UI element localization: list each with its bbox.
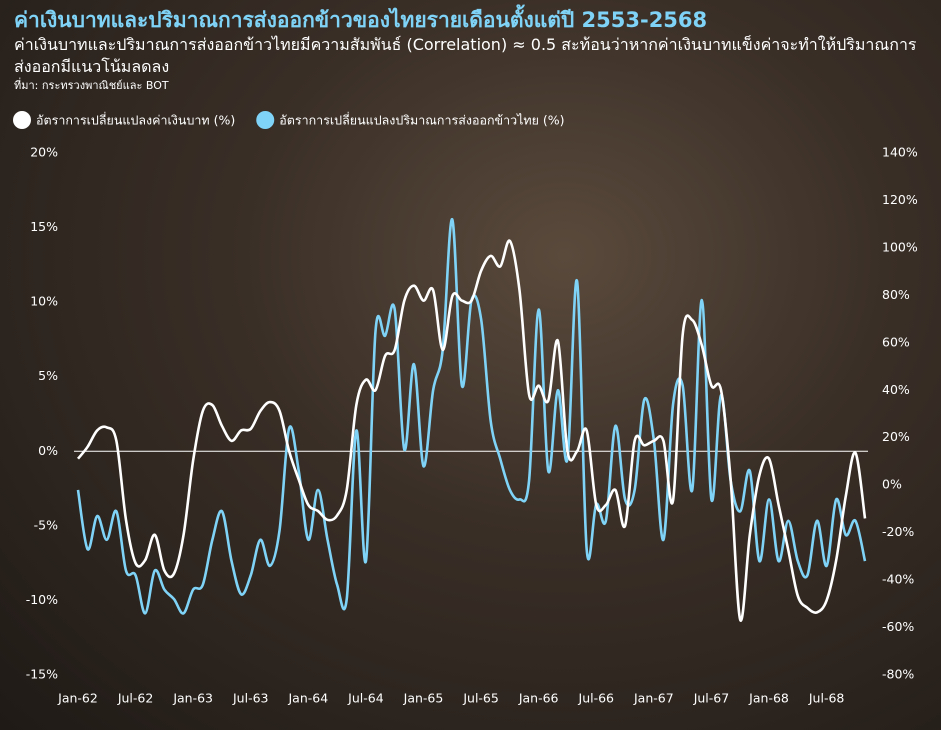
series-line	[76, 239, 867, 622]
y2-tick-label: 60%	[882, 334, 910, 349]
y2-tick-label: -80%	[882, 667, 914, 682]
legend-marker	[13, 111, 31, 129]
y-tick-label: -10%	[26, 592, 58, 607]
y2-tick-label: 120%	[882, 192, 918, 207]
y-tick-label: 0%	[38, 443, 58, 458]
x-tick-label: Jan-64	[287, 691, 328, 706]
x-tick-label: Jan-68	[748, 691, 789, 706]
x-tick-label: Jan-67	[633, 691, 674, 706]
header: ค่าเงินบาทและปริมาณการส่งออกข้าวของไทยรา…	[14, 6, 934, 94]
chart-title: ค่าเงินบาทและปริมาณการส่งออกข้าวของไทยรา…	[14, 8, 708, 32]
x-tick-label: Jul-68	[808, 691, 845, 706]
y2-tick-label: -20%	[882, 524, 914, 539]
x-tick-label: Jul-66	[578, 691, 615, 706]
y-tick-label: 10%	[30, 294, 58, 309]
y-tick-label: 20%	[30, 145, 58, 160]
x-tick-label: Jan-66	[518, 691, 559, 706]
x-tick-label: Jan-65	[403, 691, 444, 706]
x-tick-label: Jul-63	[232, 691, 269, 706]
legend-label: อัตราการเปลี่ยนแปลงปริมาณการส่งออกข้าวไท…	[279, 112, 564, 128]
x-tick-label: Jul-62	[117, 691, 154, 706]
legend-marker	[256, 111, 275, 129]
source: ที่มา: กระทรวงพาณิชย์และ BOT	[14, 79, 169, 92]
y2-tick-label: -60%	[882, 619, 914, 634]
y2-tick-label: -40%	[882, 572, 914, 587]
y-tick-label: 15%	[30, 219, 58, 234]
y2-tick-label: 80%	[882, 287, 910, 302]
x-tick-label: Jan-62	[57, 691, 98, 706]
x-tick-label: Jul-64	[347, 691, 384, 706]
chart-subtitle: ค่าเงินบาทและปริมาณการส่งออกข้าวไทยมีควา…	[14, 35, 917, 76]
x-tick-label: Jul-67	[693, 691, 730, 706]
y2-tick-label: 20%	[882, 429, 910, 444]
y-tick-label: 5%	[38, 368, 58, 383]
y-tick-label: -5%	[34, 517, 58, 532]
y-tick-label: -15%	[26, 667, 58, 682]
y2-tick-label: 100%	[882, 239, 918, 254]
series-line	[76, 218, 867, 615]
y2-tick-label: 40%	[882, 382, 910, 397]
x-tick-label: Jan-63	[172, 691, 213, 706]
legend-label: อัตราการเปลี่ยนแปลงค่าเงินบาท (%)	[36, 112, 235, 128]
y2-tick-label: 140%	[882, 145, 918, 160]
y2-tick-label: 0%	[882, 477, 902, 492]
x-tick-label: Jul-65	[462, 691, 499, 706]
